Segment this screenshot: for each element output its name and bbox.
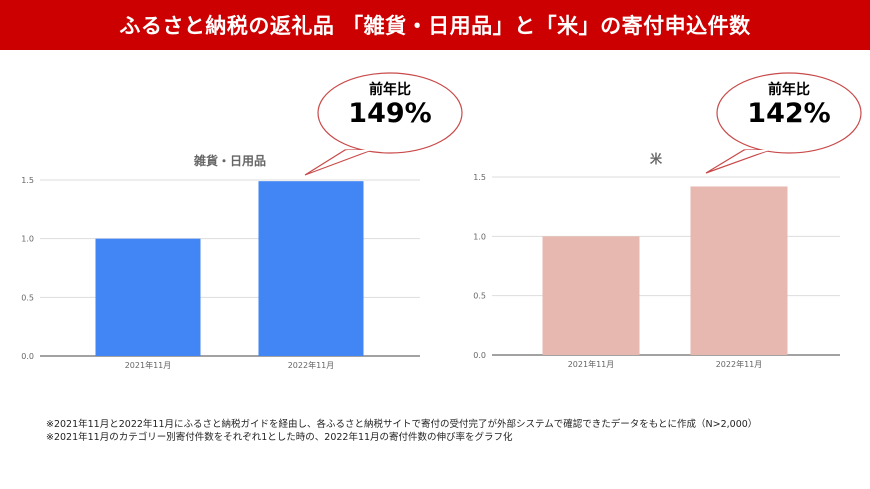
left-bar-2	[258, 181, 364, 356]
right-callout-bubble	[716, 72, 862, 154]
left-callout-bubble	[317, 72, 463, 154]
right-x-tick-label: 2021年11月	[568, 359, 615, 369]
left-chart-title: 雑貨・日用品	[193, 153, 266, 168]
right-growth-label: 前年比	[768, 82, 810, 98]
left-callout-joint	[345, 150, 372, 154]
left-y-tick-label: 0.0	[21, 352, 34, 361]
right-chart-title: 米	[650, 151, 663, 166]
page-title: ふるさと納税の返礼品 「雑貨・日用品」と「米」の寄付申込件数	[0, 0, 870, 50]
right-callout-tail	[705, 149, 771, 174]
right-x-tick-label: 2022年11月	[716, 359, 763, 369]
right-bar-2	[690, 186, 788, 355]
right-growth-value: 142%	[747, 98, 831, 129]
left-y-tick-label: 0.5	[21, 293, 34, 302]
footnote-1: ※2021年11月と2022年11月にふるさと納税ガイドを経由し、各ふるさと納税…	[46, 419, 758, 430]
footnote-2: ※2021年11月のカテゴリー別寄付件数をそれぞれ1とした時の、2022年11月…	[46, 432, 513, 443]
left-x-tick-label: 2022年11月	[288, 360, 335, 370]
right-growth-callout: 前年比 142%	[719, 82, 859, 130]
right-y-tick-label: 0.5	[473, 292, 486, 301]
right-y-tick-label: 1.5	[473, 173, 486, 182]
right-y-tick-label: 1.0	[473, 232, 486, 241]
footnotes: ※2021年11月と2022年11月にふるさと納税ガイドを経由し、各ふるさと納税…	[46, 418, 757, 444]
left-growth-callout: 前年比 149%	[320, 82, 460, 130]
left-callout-tail	[304, 149, 373, 176]
right-y-tick-label: 0.0	[473, 351, 486, 360]
right-bar-1	[542, 236, 640, 355]
left-growth-label: 前年比	[369, 82, 411, 98]
left-growth-value: 149%	[348, 98, 432, 129]
left-bar-1	[95, 238, 201, 356]
right-callout-joint	[744, 150, 770, 154]
left-y-tick-label: 1.5	[21, 176, 34, 185]
left-y-tick-label: 1.0	[21, 235, 34, 244]
left-x-tick-label: 2021年11月	[125, 360, 172, 370]
